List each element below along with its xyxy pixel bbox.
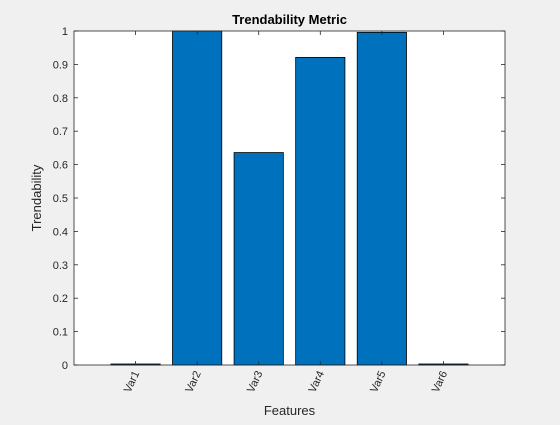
- y-tick-label: 0.5: [53, 193, 68, 205]
- x-axis-label: Features: [264, 403, 316, 418]
- y-tick-label: 1: [62, 26, 68, 38]
- bar-var2: [172, 30, 223, 366]
- y-axis-label: Trendability: [29, 164, 44, 231]
- bar-var4: [295, 56, 346, 366]
- y-tick-label: 0.2: [53, 293, 68, 305]
- y-tick-label: 0.8: [53, 93, 68, 105]
- chart-title: Trendability Metric: [232, 12, 347, 27]
- y-tick-label: 0.1: [53, 327, 68, 339]
- y-tick-label: 0.9: [53, 59, 68, 71]
- y-tick-label: 0.4: [53, 226, 68, 238]
- y-tick-label: 0: [62, 360, 68, 372]
- y-tick-label: 0.3: [53, 260, 68, 272]
- bar-var3: [233, 152, 284, 366]
- y-tick-label: 0.6: [53, 160, 68, 172]
- bars-group: [110, 30, 469, 366]
- y-tick-label: 0.7: [53, 126, 68, 138]
- bar-var5: [356, 31, 407, 366]
- plot-area: [74, 31, 505, 365]
- y-ticks-group: 0 0.1 0.2 0.3 0.4 0.5 0.6 0.7 0.8 0.9 1: [53, 26, 505, 372]
